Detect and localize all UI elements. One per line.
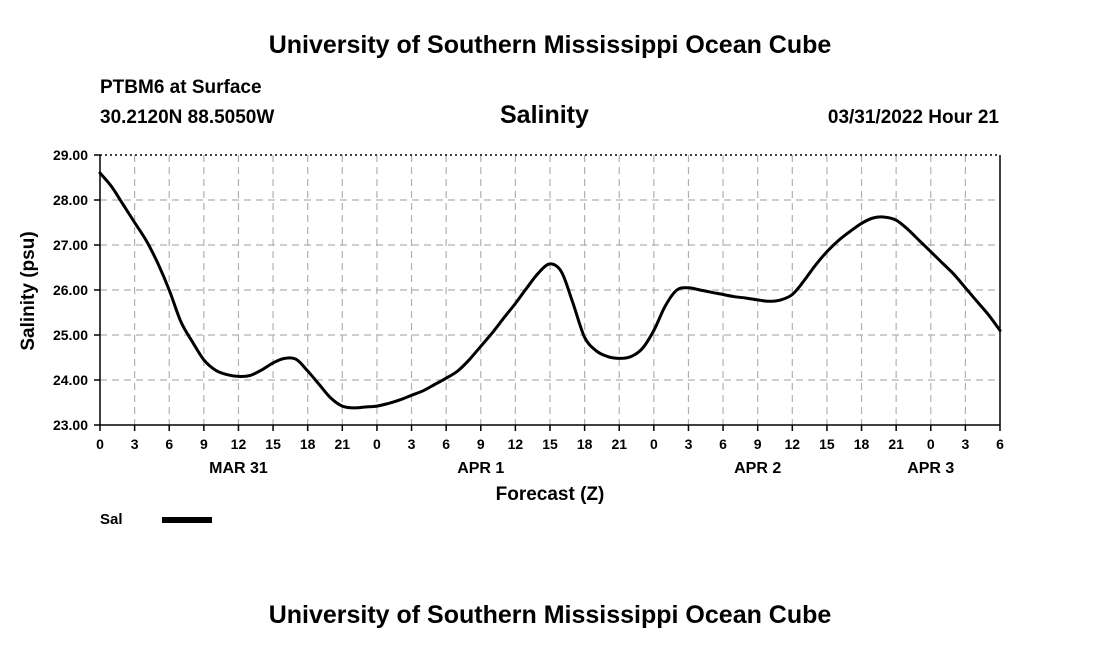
x-tick-label: 21 [611, 436, 627, 452]
x-tick-label: 9 [754, 436, 762, 452]
y-axis-label: Salinity (psu) [18, 231, 39, 350]
x-tick-label: 0 [650, 436, 658, 452]
x-tick-label: 6 [165, 436, 173, 452]
legend-line-swatch [162, 517, 212, 523]
y-tick-label: 27.00 [53, 237, 88, 253]
x-tick-label: 0 [96, 436, 104, 452]
x-tick-label: 9 [477, 436, 485, 452]
x-tick-label: 3 [961, 436, 969, 452]
day-label: MAR 31 [209, 460, 268, 477]
day-label: APR 1 [457, 460, 504, 477]
x-tick-label: 21 [888, 436, 904, 452]
y-tick-label: 29.00 [53, 147, 88, 163]
x-tick-label: 18 [300, 436, 316, 452]
x-tick-label: 12 [785, 436, 801, 452]
station-label: PTBM6 at Surface [100, 77, 262, 98]
x-tick-label: 15 [265, 436, 281, 452]
x-tick-label: 18 [577, 436, 593, 452]
x-tick-label: 3 [685, 436, 693, 452]
coordinates-label: 30.2120N 88.5050W [100, 107, 275, 128]
x-tick-label: 15 [819, 436, 835, 452]
x-tick-label: 15 [542, 436, 558, 452]
x-tick-label: 3 [131, 436, 139, 452]
x-tick-label: 12 [231, 436, 247, 452]
chart-title: Salinity [500, 101, 589, 129]
x-tick-label: 0 [373, 436, 381, 452]
y-tick-label: 24.00 [53, 372, 88, 388]
x-tick-label: 6 [719, 436, 727, 452]
x-tick-label: 18 [854, 436, 870, 452]
y-tick-label: 25.00 [53, 327, 88, 343]
series-line-sal [98, 171, 1002, 410]
page-title: University of Southern Mississippi Ocean… [268, 31, 832, 59]
x-tick-label: 12 [508, 436, 524, 452]
forecast-timestamp: 03/31/2022 Hour 21 [827, 107, 999, 128]
day-label: APR 3 [907, 460, 954, 477]
y-tick-label: 23.00 [53, 417, 88, 433]
grid [100, 155, 1000, 425]
x-tick-label: 3 [408, 436, 416, 452]
axes: 23.00 24.00 25.00 26.00 27.00 28.00 29.00 0 3 6 9 1… [53, 147, 1004, 477]
legend-label: Sal [100, 511, 123, 528]
y-tick-label: 28.00 [53, 192, 88, 208]
x-tick-label: 6 [442, 436, 450, 452]
x-axis-label: Forecast (Z) [496, 484, 605, 505]
x-tick-label: 0 [927, 436, 935, 452]
x-tick-label: 6 [996, 436, 1004, 452]
y-tick-label: 26.00 [53, 282, 88, 298]
day-label: APR 2 [734, 460, 781, 477]
series [98, 171, 1002, 410]
x-tick-label: 9 [200, 436, 208, 452]
footer-title: University of Southern Mississippi Ocean… [268, 601, 832, 629]
x-tick-label: 21 [335, 436, 351, 452]
